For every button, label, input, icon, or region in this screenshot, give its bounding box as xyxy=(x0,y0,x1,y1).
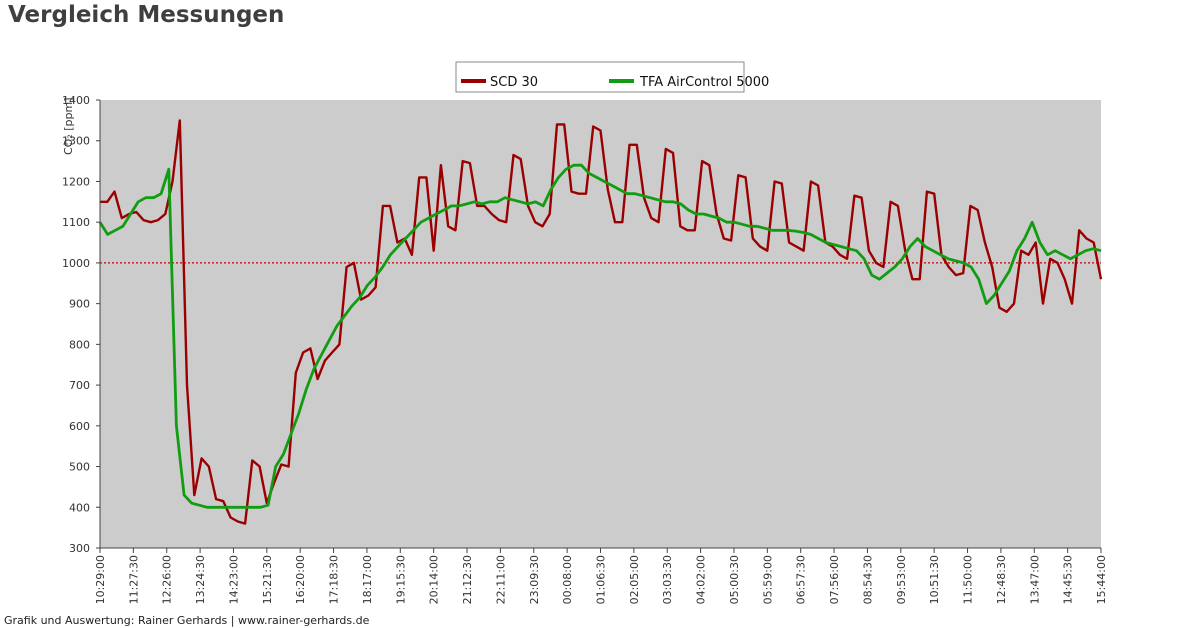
x-tick-label: 02:05:00 xyxy=(628,555,641,604)
x-tick-label: 15:44:00 xyxy=(1095,555,1108,604)
y-tick-label: 1400 xyxy=(62,94,90,107)
y-tick-label: 900 xyxy=(69,298,90,311)
x-tick-label: 13:47:00 xyxy=(1028,555,1041,604)
y-tick-label: 1000 xyxy=(62,257,90,270)
y-tick-label: 600 xyxy=(69,420,90,433)
x-tick-label: 07:56:00 xyxy=(828,555,841,604)
x-tick-label: 14:45:30 xyxy=(1062,555,1075,604)
y-tick-label: 300 xyxy=(69,542,90,555)
y-axis-ticks: 300 400 500 600 700 800 900 1000 1100 1200 1300 140… xyxy=(62,94,100,555)
x-tick-label: 20:14:00 xyxy=(428,555,441,604)
x-tick-label: 05:59:00 xyxy=(761,555,774,604)
x-tick-label: 11:27:30 xyxy=(127,555,140,604)
y-axis-label: CO₂ [ppm] xyxy=(62,97,75,155)
plot-area xyxy=(100,100,1101,548)
x-tick-label: 10:29:00 xyxy=(94,555,107,604)
series-line-scd-30 xyxy=(100,119,1103,525)
x-tick-label: 17:18:30 xyxy=(328,555,341,604)
x-tick-label: 14:23:00 xyxy=(227,555,240,604)
x-tick-label: 12:26:00 xyxy=(161,555,174,604)
y-tick-label: 700 xyxy=(69,379,90,392)
series-line-tfa-aircontrol-5000 xyxy=(98,163,1102,509)
x-tick-label: 12:48:30 xyxy=(995,555,1008,604)
x-tick-label: 15:21:30 xyxy=(261,555,274,604)
y-tick-label: 1300 xyxy=(62,135,90,148)
legend: SCD 30 TFA AirControl 5000 xyxy=(455,61,769,93)
x-axis-ticks: 10:29:00 11:27:30 12:26:00 13:24:30 14:23:00… xyxy=(94,548,1108,604)
x-tick-label: 13:24:30 xyxy=(194,555,207,604)
x-tick-label: 16:20:00 xyxy=(294,555,307,604)
y-tick-label: 500 xyxy=(69,461,90,474)
x-tick-label: 21:12:30 xyxy=(461,555,474,604)
x-tick-label: 18:17:00 xyxy=(361,555,374,604)
x-tick-label: 23:09:30 xyxy=(528,555,541,604)
x-tick-label: 05:00:30 xyxy=(728,555,741,604)
y-tick-label: 1200 xyxy=(62,175,90,188)
x-tick-label: 22:11:00 xyxy=(494,555,507,604)
legend-label-tfa: TFA AirControl 5000 xyxy=(639,75,769,90)
x-tick-label: 00:08:00 xyxy=(561,555,574,604)
x-tick-label: 03:03:30 xyxy=(661,555,674,604)
legend-label-scd-30: SCD 30 xyxy=(490,75,538,90)
x-tick-label: 09:53:00 xyxy=(895,555,908,604)
x-tick-label: 01:06:30 xyxy=(595,555,608,604)
footer-credit: Grafik und Auswertung: Rainer Gerhards |… xyxy=(4,614,370,627)
x-tick-label: 19:15:30 xyxy=(394,555,407,604)
x-tick-label: 04:02:00 xyxy=(695,555,708,604)
y-tick-label: 1100 xyxy=(62,216,90,229)
x-tick-label: 11:50:00 xyxy=(962,555,975,604)
y-tick-label: 400 xyxy=(69,501,90,514)
x-tick-label: 06:57:30 xyxy=(795,555,808,604)
x-tick-label: 10:51:30 xyxy=(928,555,941,604)
x-tick-label: 08:54:30 xyxy=(861,555,874,604)
y-tick-label: 800 xyxy=(69,338,90,351)
page-title: Vergleich Messungen xyxy=(8,2,285,28)
